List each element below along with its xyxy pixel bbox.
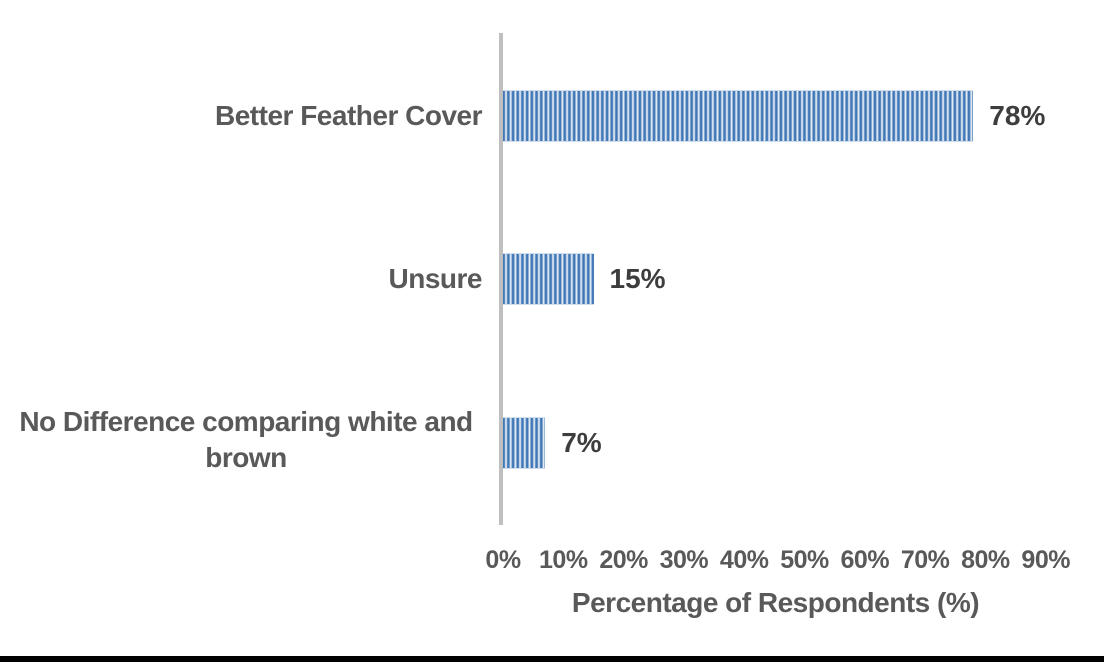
data-label: 15%	[609, 263, 666, 294]
x-axis-tick-label: 90%	[1021, 546, 1070, 574]
bar-row: 7%	[503, 417, 602, 469]
category-label-no-difference: No Difference comparing white and brown	[19, 406, 473, 473]
bottom-border-rule	[0, 656, 1104, 662]
x-axis-title: Percentage of Respondents (%)	[571, 587, 980, 618]
x-axis-tick-label: 70%	[900, 546, 950, 574]
category-label-unsure: Unsure	[388, 263, 483, 294]
x-axis-tick-label: 10%	[539, 546, 588, 574]
x-axis-tick-label: 40%	[719, 546, 769, 574]
category-label-better-feather-cover: Better Feather Cover	[215, 100, 482, 131]
x-axis-tick-label: 50%	[780, 546, 829, 574]
x-axis-tick-label: 80%	[961, 546, 1010, 574]
data-label: 7%	[561, 427, 602, 458]
x-axis-ticks: 0% 10% 20% 30% 40% 50% 60% 70% 80% 90%	[485, 546, 1070, 576]
bar-better-feather-cover	[503, 90, 974, 142]
x-axis-tick-label: 0%	[485, 546, 521, 574]
data-label: 78%	[989, 100, 1046, 131]
x-axis-tick-label: 30%	[659, 546, 709, 574]
bar-row: 15%	[503, 253, 666, 305]
y-axis-line	[499, 33, 503, 525]
bar-no-difference	[503, 417, 546, 469]
bar-row: 78%	[503, 90, 1045, 142]
x-axis-tick-label: 20%	[599, 546, 648, 574]
x-axis-tick-label: 60%	[840, 546, 890, 574]
bar-unsure	[503, 253, 594, 305]
